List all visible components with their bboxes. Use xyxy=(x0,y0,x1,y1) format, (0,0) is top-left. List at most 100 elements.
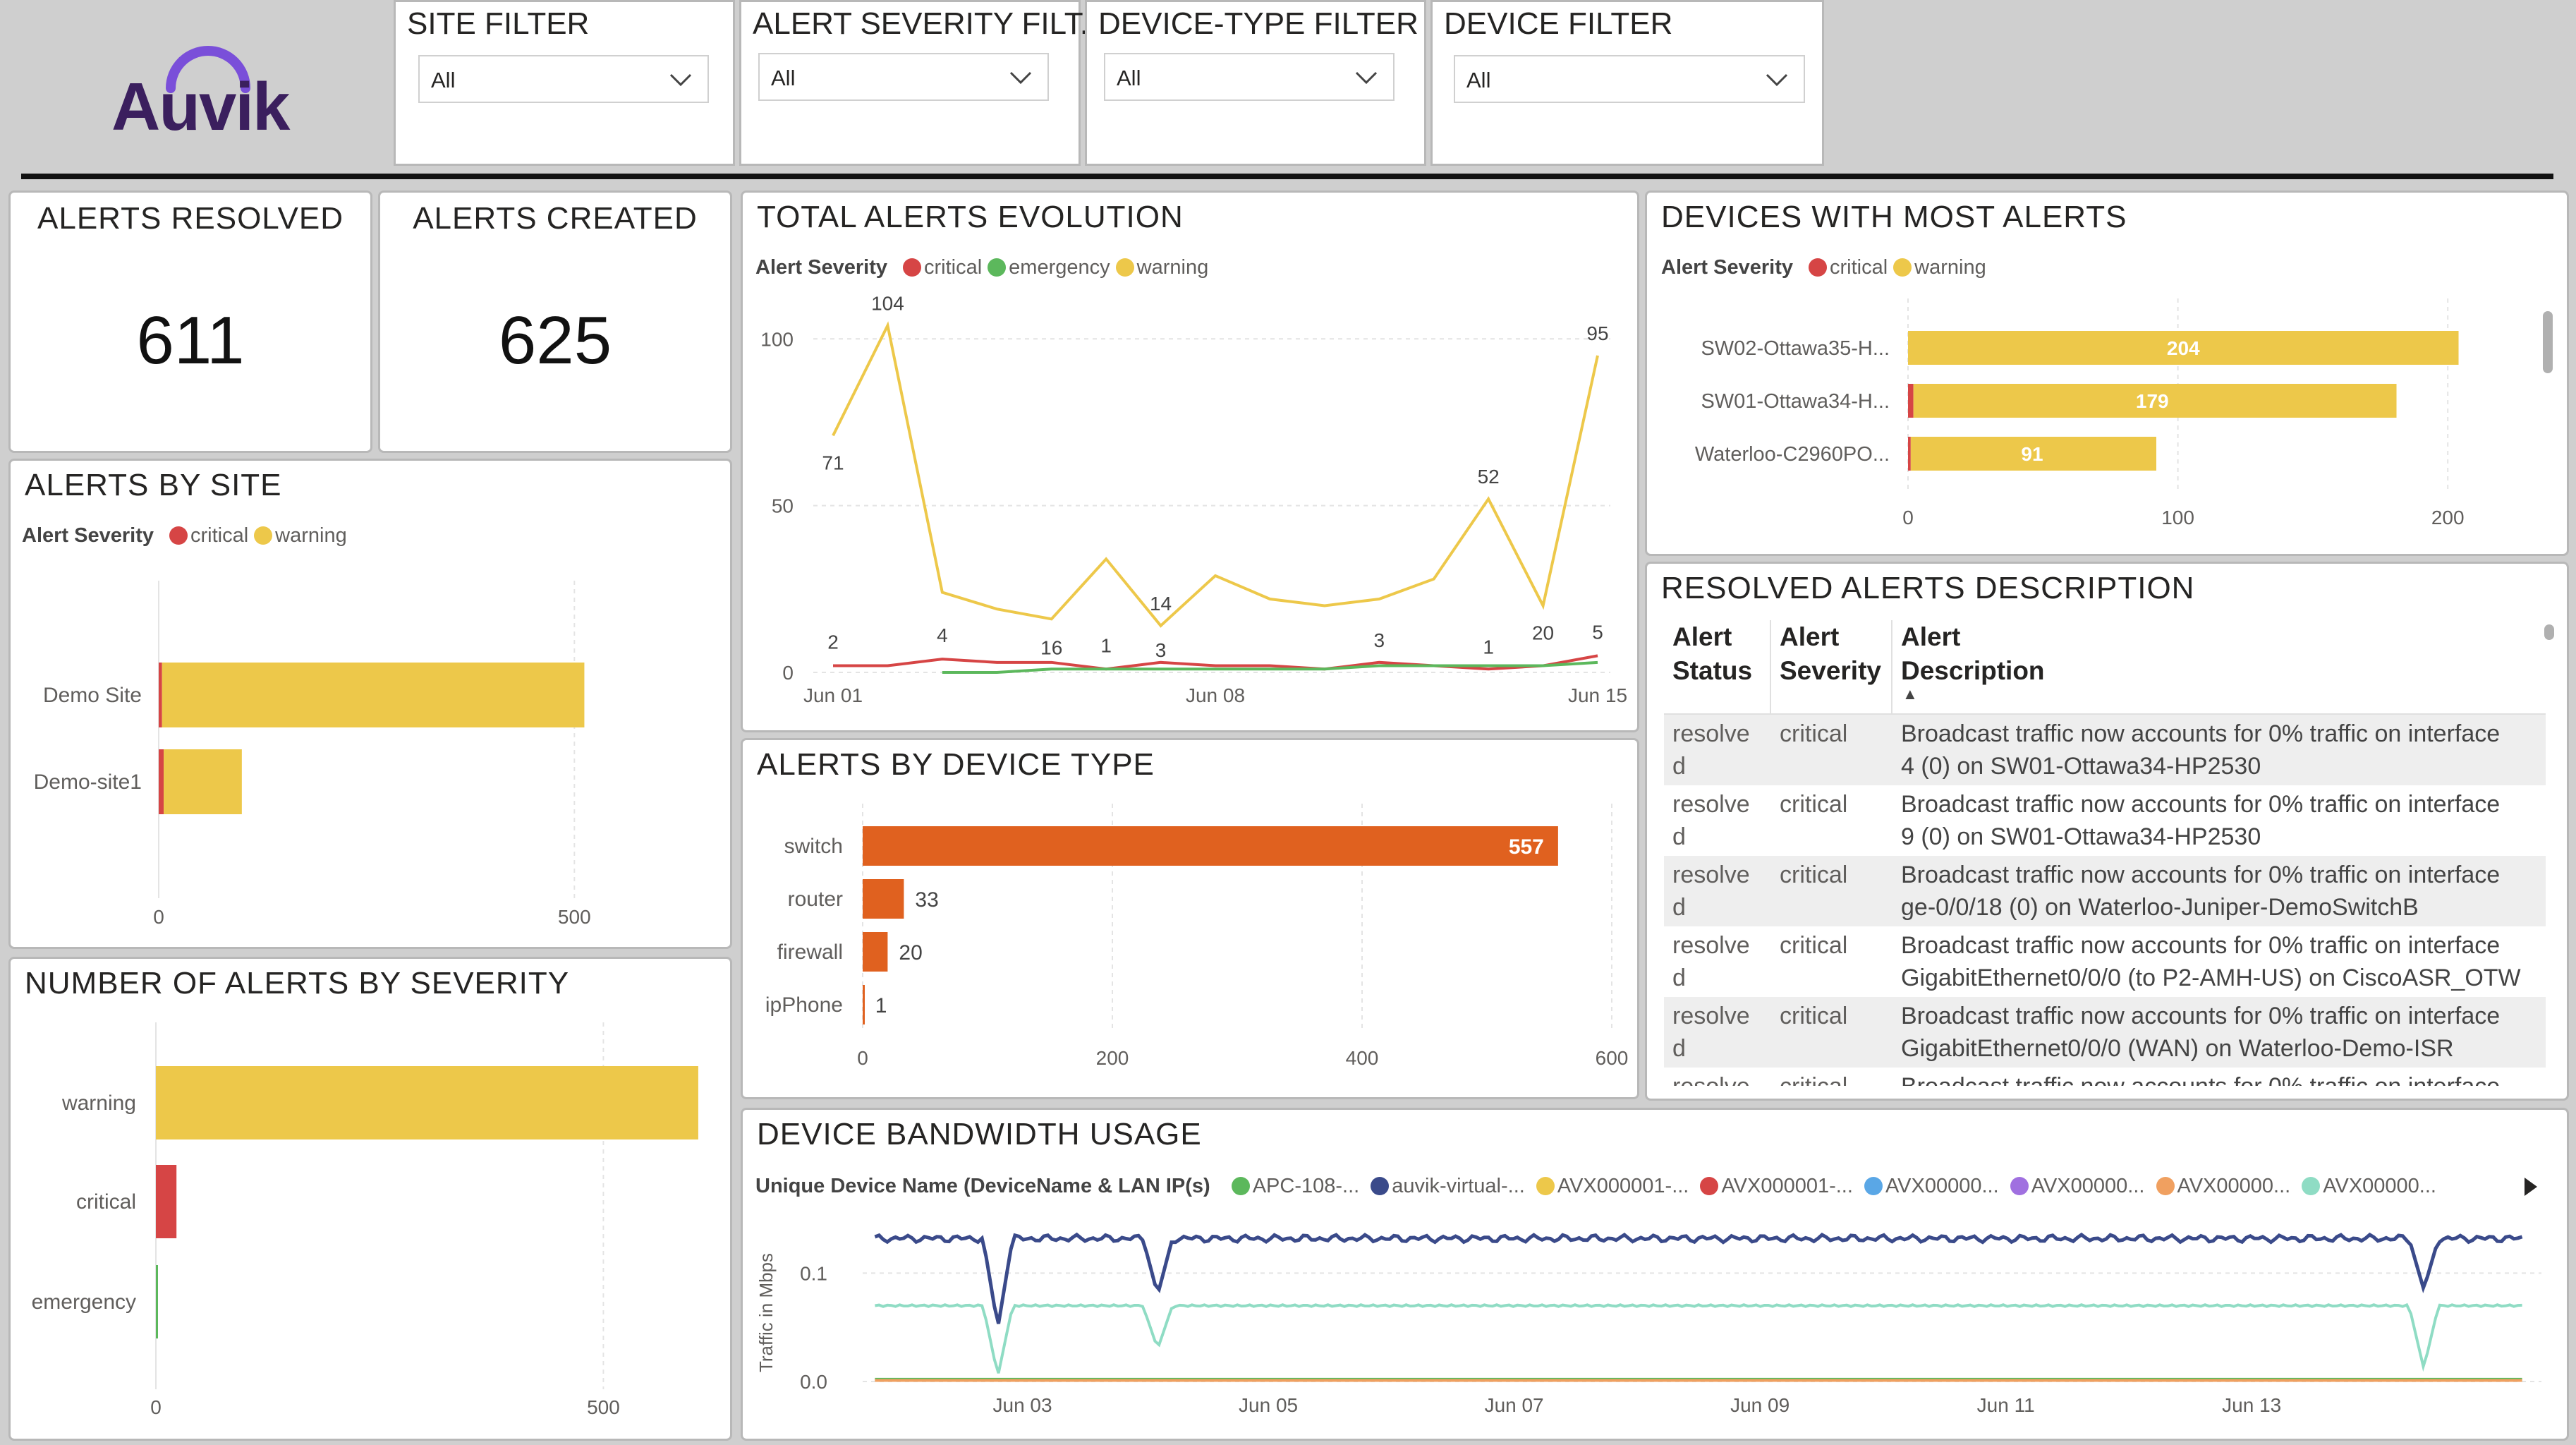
bar-emergency xyxy=(156,1265,158,1338)
legend-title: Alert Severity xyxy=(755,256,887,279)
total-alerts-evolution-chart: 0 50 100 Jun 01 Jun 08 Jun 15 104 71 95 52 2 4 16 1 14… xyxy=(760,292,1627,706)
alerts-resolved-value: 611 xyxy=(136,303,245,378)
table-row[interactable]: resolve d critical Broadcast traffic now… xyxy=(1664,997,2546,1068)
legend-item[interactable]: AVX000001-... xyxy=(1531,1175,1689,1197)
legend-warning: warning xyxy=(1914,256,1986,279)
chevron-down-icon xyxy=(1766,73,1788,87)
alerts-by-severity-card: NUMBER OF ALERTS BY SEVERITY 0 500 warning… xyxy=(8,957,732,1441)
table-row[interactable]: resolve d critical Broadcast traffic now… xyxy=(1664,926,2546,997)
bandwidth-legend-title: Unique Device Name (DeviceName & LAN IP(… xyxy=(755,1175,1210,1197)
legend-label: AVX000001-... xyxy=(1721,1175,1853,1197)
legend-label: AVX000001-... xyxy=(1557,1175,1689,1197)
emergency-dot-icon xyxy=(988,258,1007,277)
site-filter-label: SITE FILTER xyxy=(407,6,590,41)
value-label: 33 xyxy=(915,888,938,912)
category-label: SW02-Ottawa35-H... xyxy=(1701,337,1890,360)
bar-firewall xyxy=(863,932,888,972)
legend-label: AVX00000... xyxy=(1885,1175,1999,1197)
series-dot-icon xyxy=(1864,1177,1883,1195)
value-label: 204 xyxy=(2167,337,2200,359)
description-cell: Broadcast traffic now accounts for 0% tr… xyxy=(1901,932,2521,991)
chevron-down-icon xyxy=(669,73,692,87)
data-label: 71 xyxy=(822,452,844,473)
data-label: 20 xyxy=(1532,622,1554,643)
resolved-alerts-title: RESOLVED ALERTS DESCRIPTION xyxy=(1661,571,2195,605)
bandwidth-legend: Unique Device Name (DeviceName & LAN IP(… xyxy=(755,1175,2436,1198)
data-label: 1 xyxy=(1483,636,1494,658)
legend-item[interactable]: AVX00000... xyxy=(1859,1175,1999,1197)
bar-warning xyxy=(162,663,585,727)
alert-severity-filter-label: ALERT SEVERITY FILT... xyxy=(753,6,1106,41)
table-scrollbar[interactable] xyxy=(2544,624,2554,640)
column-header-description[interactable]: Alert Description xyxy=(1901,622,2045,685)
alerts-by-site-legend: Alert Severity critical warning xyxy=(22,524,347,548)
evolution-legend: Alert Severity critical emergency warning xyxy=(755,256,1208,279)
category-label: ipPhone xyxy=(765,993,843,1017)
table-header-bg xyxy=(1664,620,2546,715)
category-label: firewall xyxy=(777,941,843,964)
severity-cell: critical xyxy=(1780,861,1848,888)
chevron-down-icon xyxy=(1009,71,1032,85)
bar-router xyxy=(863,879,904,919)
sort-ascending-icon[interactable]: ▲ xyxy=(1902,685,1918,703)
data-label: 14 xyxy=(1150,593,1172,615)
table-row[interactable]: resolve d critical Broadcast traffic now… xyxy=(1664,715,2546,785)
legend-item[interactable]: AVX00000... xyxy=(2005,1175,2144,1197)
legend-item[interactable]: AVX000001-... xyxy=(1694,1175,1853,1197)
status-cell: resolve d xyxy=(1672,791,1750,850)
auvik-logo: Auvik xyxy=(106,39,303,145)
devices-scrollbar[interactable] xyxy=(2543,311,2553,373)
device-filter-dropdown[interactable]: All xyxy=(1454,55,1805,103)
y-axis-label: Traffic in Mbps xyxy=(755,1253,777,1372)
description-cell: Broadcast traffic now accounts for 0% tr… xyxy=(1901,1070,2500,1086)
critical-dot-icon xyxy=(169,526,188,545)
bar-critical xyxy=(156,1165,177,1238)
category-label: Waterloo-C2960PO... xyxy=(1695,443,1890,466)
device-type-filter-dropdown[interactable]: All xyxy=(1104,53,1395,101)
data-label: 52 xyxy=(1478,466,1500,488)
x-tick-label: Jun 01 xyxy=(803,684,863,706)
alerts-by-device-type-title: ALERTS BY DEVICE TYPE xyxy=(757,747,1155,782)
chevron-down-icon xyxy=(1355,71,1378,85)
logo-arc-icon xyxy=(166,46,250,93)
legend-item[interactable]: auvik-virtual-... xyxy=(1365,1175,1525,1197)
x-tick-label: Jun 08 xyxy=(1186,684,1245,706)
site-filter-dropdown[interactable]: All xyxy=(418,55,709,103)
severity-cell: critical xyxy=(1780,720,1848,747)
status-cell: resolve xyxy=(1672,1070,1750,1086)
severity-cell: critical xyxy=(1780,1070,1847,1086)
legend-item[interactable]: AVX00000... xyxy=(2151,1175,2290,1197)
data-label: 2 xyxy=(827,631,839,653)
table-row[interactable]: resolve d critical Broadcast traffic now… xyxy=(1664,856,2546,926)
description-cell: Broadcast traffic now accounts for 0% tr… xyxy=(1901,791,2501,850)
status-cell: resolve d xyxy=(1672,932,1750,991)
legend-item[interactable]: AVX00000... xyxy=(2296,1175,2436,1197)
bar-warning xyxy=(164,749,242,814)
devices-most-alerts-card: DEVICES WITH MOST ALERTS Alert Severity c… xyxy=(1645,191,2569,556)
alert-severity-filter-dropdown[interactable]: All xyxy=(758,53,1049,101)
column-header-status[interactable]: Alert Status xyxy=(1672,622,1753,685)
description-cell: Broadcast traffic now accounts for 0% tr… xyxy=(1901,861,2501,921)
legend-critical: critical xyxy=(924,256,983,279)
bar-warning xyxy=(1908,331,2459,365)
x-tick-label: 100 xyxy=(2161,507,2194,528)
table-row[interactable]: resolve d critical Broadcast traffic now… xyxy=(1664,785,2546,856)
alert-severity-filter-value: All xyxy=(771,66,796,90)
column-header-severity[interactable]: Alert Severity xyxy=(1780,622,1881,685)
bar-warning xyxy=(156,1066,698,1139)
x-tick-label: Jun 07 xyxy=(1485,1394,1544,1416)
legend-item[interactable]: APC-108-... xyxy=(1226,1175,1359,1197)
total-alerts-evolution-title: TOTAL ALERTS EVOLUTION xyxy=(757,200,1184,234)
alerts-by-device-type-card: ALERTS BY DEVICE TYPE 0 200 400 600 switch 55… xyxy=(741,738,1639,1099)
table-row[interactable]: resolve critical Broadcast traffic now a… xyxy=(1664,1068,2546,1086)
alerts-created-value: 625 xyxy=(498,303,612,378)
bar-warning xyxy=(1913,384,2397,418)
legend-next-icon[interactable] xyxy=(2520,1175,2541,1199)
bandwidth-series-line xyxy=(874,1232,2523,1324)
x-tick-label: Jun 13 xyxy=(2222,1394,2281,1416)
alerts-created-card: ALERTS CREATED 625 xyxy=(378,191,732,453)
device-type-filter-label: DEVICE-TYPE FILTER xyxy=(1098,6,1418,41)
legend-title: Alert Severity xyxy=(1661,256,1793,279)
category-label: Demo-site1 xyxy=(34,770,142,794)
device-filter-label: DEVICE FILTER xyxy=(1444,6,1673,41)
